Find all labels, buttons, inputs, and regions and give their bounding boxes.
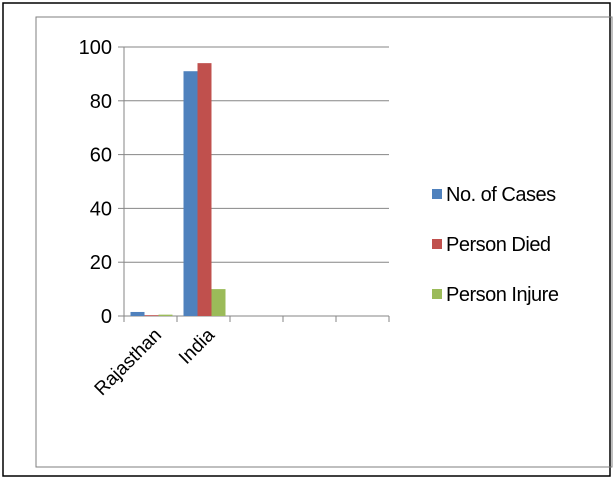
bars xyxy=(130,63,226,317)
bar xyxy=(144,315,159,316)
legend-label: Person Injure xyxy=(446,284,559,306)
legend-swatch xyxy=(432,239,442,249)
bar xyxy=(130,311,145,316)
y-tick-label: 20 xyxy=(90,252,112,274)
chart-area-border xyxy=(35,16,613,468)
bar xyxy=(197,63,212,316)
bar xyxy=(211,289,226,316)
bar xyxy=(158,314,173,316)
y-tick-label: 80 xyxy=(90,91,112,113)
gridlines xyxy=(124,46,389,263)
legend-label: Person Died xyxy=(446,234,551,256)
y-tick-label: 40 xyxy=(90,198,112,220)
legend-swatch xyxy=(432,289,442,299)
legend-swatch xyxy=(432,189,442,199)
y-tick-label: 60 xyxy=(90,145,112,167)
y-tick-labels: 0 20 40 60 80 100 xyxy=(79,37,112,328)
legend: No. of Cases Person Died Person Injure xyxy=(432,184,559,306)
y-tick-label: 100 xyxy=(79,37,112,59)
y-tick-label: 0 xyxy=(101,306,112,328)
bar xyxy=(183,71,198,317)
legend-label: No. of Cases xyxy=(446,184,556,206)
